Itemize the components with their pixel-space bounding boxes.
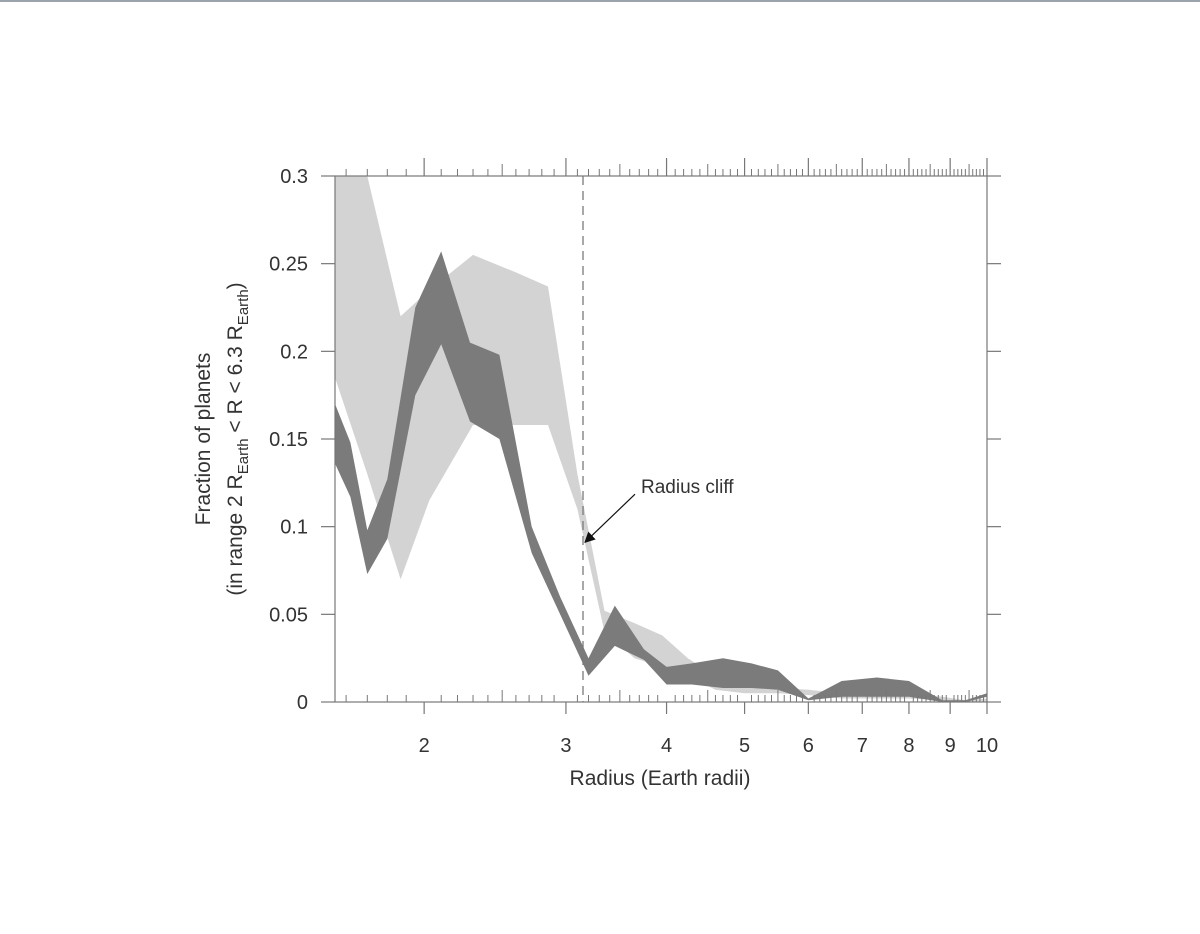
- top-rule: [0, 0, 1200, 2]
- annotation-arrow: [584, 493, 636, 543]
- x-tick-label: 2: [419, 735, 430, 757]
- x-tick-label: 7: [857, 735, 868, 757]
- x-tick-label: 10: [976, 735, 998, 757]
- y-axis-label-line1: Fraction of planets: [192, 353, 215, 526]
- y-tick-label: 0.05: [269, 604, 308, 626]
- y-axis-label: Fraction of planets (in range 2 REarth <…: [192, 282, 252, 595]
- x-tick-label: 3: [560, 735, 571, 757]
- light-band-series-0: [335, 176, 987, 702]
- x-minor-ticks-top: [345, 164, 984, 176]
- x-tick-label: 8: [903, 735, 914, 757]
- x-tick-label: 6: [803, 735, 814, 757]
- y-tick-label: 0.2: [280, 341, 308, 363]
- y-tick-label: 0.15: [269, 429, 308, 451]
- y-tick-label: 0: [297, 692, 308, 714]
- x-axis-label: Radius (Earth radii): [570, 767, 751, 790]
- x-minor-ticks-bottom: [345, 690, 984, 702]
- x-tick-label: 9: [945, 735, 956, 757]
- x-axis-ticks: 2 3 4 5 6 7 8 9 10: [419, 158, 998, 757]
- annotation-label: Radius cliff: [641, 477, 734, 498]
- y-tick-label: 0.25: [269, 254, 308, 276]
- dark-band-series-1: [335, 251, 987, 702]
- x-tick-label: 5: [739, 735, 750, 757]
- y-axis-label-line2: (in range 2 REarth < R < 6.3 REarth): [224, 282, 252, 595]
- confidence-bands: [335, 176, 987, 702]
- y-tick-label: 0.1: [280, 517, 308, 539]
- y-tick-label: 0.3: [280, 166, 308, 188]
- y-axis-ticks: 0 0.05 0.1 0.15 0.2 0.25 0.3: [269, 166, 1001, 714]
- x-tick-label: 4: [661, 735, 672, 757]
